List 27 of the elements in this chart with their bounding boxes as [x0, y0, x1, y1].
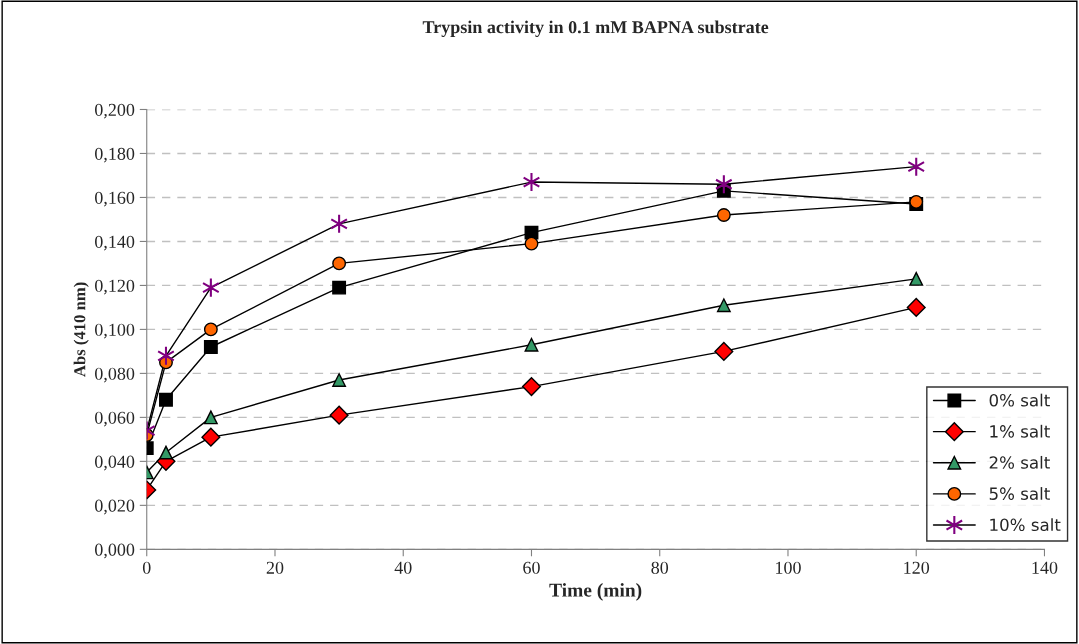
x-axis-title: Time (min) — [549, 583, 642, 601]
y-tick-label: 0,060 — [95, 411, 135, 427]
x-tick-label: 40 — [394, 561, 412, 574]
y-tick-label: 0,040 — [95, 455, 135, 471]
x-tick-label: 100 — [776, 561, 801, 574]
legend-label: 5% salt — [989, 487, 1050, 500]
y-tick-label: 0,020 — [95, 499, 135, 515]
y-tick-label: 0,120 — [95, 279, 135, 295]
y-tick-label: 0,140 — [95, 235, 135, 251]
y-tick-label: 0,080 — [95, 367, 135, 383]
x-tick-label: 0 — [142, 561, 151, 574]
y-tick-label: 0,000 — [95, 543, 135, 559]
y-tick-label: 0,200 — [95, 103, 135, 119]
legend-label: 1% salt — [990, 424, 1050, 438]
chart-title: Trypsin activity in 0.1 mM BAPNA substrate — [422, 20, 769, 37]
x-tick-label: 140 — [1032, 561, 1058, 574]
legend-label: 2% salt — [989, 455, 1050, 469]
x-tick-label: 120 — [904, 561, 930, 574]
x-tick-label: 20 — [266, 561, 284, 574]
y-axis-title: Abs (410 nm) — [73, 282, 89, 377]
x-tick-label: 60 — [523, 561, 540, 574]
y-tick-label: 0,180 — [95, 147, 135, 163]
legend-label: 0% salt — [989, 393, 1050, 407]
y-tick-label: 0,100 — [95, 323, 135, 339]
y-tick-label: 0,160 — [95, 191, 135, 207]
x-tick-label: 80 — [651, 561, 669, 574]
legend-label: 10% salt — [990, 518, 1061, 532]
